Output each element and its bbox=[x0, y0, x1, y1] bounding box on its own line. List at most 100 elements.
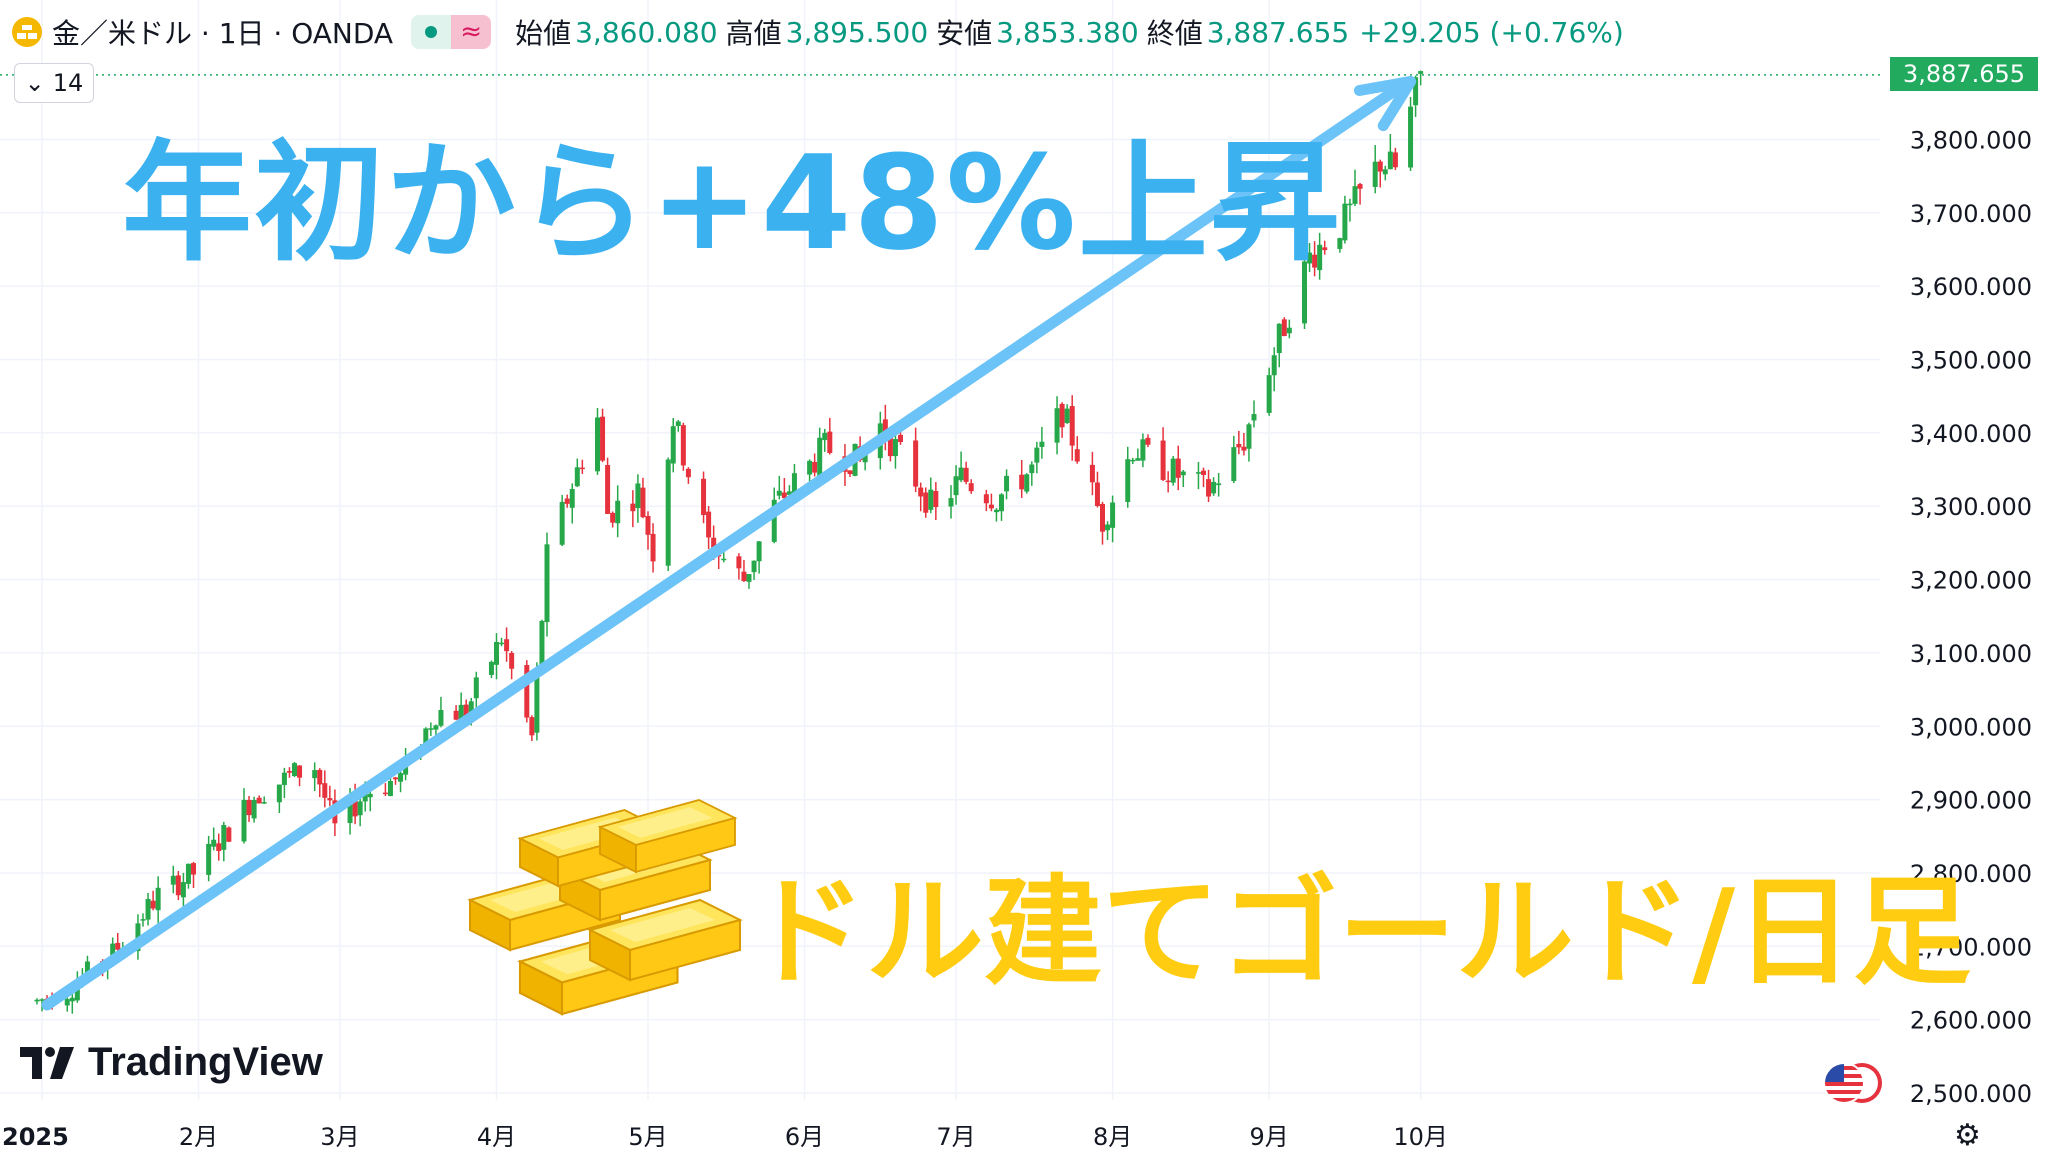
candle-body bbox=[276, 784, 282, 803]
candle-body bbox=[665, 459, 671, 566]
y-tick-label: 3,500.000 bbox=[1910, 347, 2032, 375]
candle-body bbox=[756, 541, 762, 562]
candle-body bbox=[1195, 472, 1201, 474]
candle-body bbox=[579, 467, 585, 470]
candle-body bbox=[226, 827, 232, 842]
candle-body bbox=[892, 439, 898, 457]
candle-body bbox=[1246, 424, 1252, 449]
high-label: 高値 bbox=[725, 17, 782, 50]
gold-bar bbox=[597, 799, 738, 874]
candle-body bbox=[1180, 471, 1186, 476]
candle-body bbox=[211, 839, 217, 847]
y-tick-label: 2,800.000 bbox=[1910, 860, 2032, 888]
candle-body bbox=[347, 796, 353, 823]
candle-body bbox=[569, 488, 575, 508]
y-tick-label: 3,600.000 bbox=[1910, 273, 2032, 301]
candle-body bbox=[847, 470, 853, 475]
candle-body bbox=[185, 863, 191, 884]
price-axis[interactable]: 2,500.000 2,600.000 2,700.000 2,800.000 2,90… bbox=[1910, 126, 2032, 1108]
candle-body bbox=[898, 434, 903, 443]
candle-body bbox=[1251, 414, 1257, 421]
candle-body bbox=[438, 710, 444, 726]
candle-body bbox=[246, 799, 252, 816]
candle-body bbox=[918, 487, 924, 497]
indicator-toggle-button[interactable]: ⌄ 14 bbox=[14, 63, 94, 103]
candle-body bbox=[322, 783, 328, 798]
candle-body bbox=[64, 999, 70, 1006]
x-tick-label: 10月 bbox=[1393, 1123, 1448, 1151]
y-tick-label: 2,600.000 bbox=[1910, 1007, 2032, 1035]
candle-body bbox=[1034, 447, 1040, 463]
candle-body bbox=[887, 437, 893, 457]
y-tick-label: 3,700.000 bbox=[1910, 200, 2032, 228]
candle-body bbox=[701, 478, 707, 516]
grid-lines bbox=[0, 0, 1880, 1100]
candle-body bbox=[488, 661, 494, 675]
candle-body bbox=[746, 574, 752, 582]
candle-body bbox=[685, 468, 691, 478]
candle-body bbox=[1377, 161, 1383, 172]
gold-bar bbox=[587, 898, 743, 982]
candle-body bbox=[640, 487, 646, 518]
candle-body bbox=[241, 799, 247, 842]
tradingview-logo[interactable]: TradingView bbox=[20, 1040, 323, 1085]
candle-body bbox=[357, 801, 363, 816]
data-source-icon[interactable]: ≈ bbox=[451, 15, 492, 49]
candle-body bbox=[286, 770, 292, 773]
candle-body bbox=[595, 417, 600, 472]
candle-body bbox=[680, 425, 686, 466]
candle-body bbox=[1059, 403, 1065, 428]
x-tick-label: 2月 bbox=[179, 1123, 218, 1151]
chevron-down-icon: ⌄ bbox=[24, 69, 45, 97]
candle-body bbox=[1266, 375, 1272, 413]
y-tick-label: 3,800.000 bbox=[1910, 126, 2032, 154]
change-value: +29.205 (+0.76%) bbox=[1359, 15, 1624, 49]
candle-body bbox=[256, 797, 262, 804]
close-value: 3,887.655 bbox=[1206, 15, 1350, 49]
candle-body bbox=[539, 620, 545, 670]
symbol-title[interactable]: 金／米ドル · 1日 · OANDA bbox=[52, 17, 394, 50]
indicator-count: 14 bbox=[52, 69, 84, 97]
candle-body bbox=[675, 421, 681, 426]
candle-body bbox=[1392, 152, 1398, 168]
candle-body bbox=[110, 943, 116, 964]
candle-body bbox=[983, 494, 989, 504]
candle-body bbox=[1069, 406, 1075, 446]
y-tick-label: 3,000.000 bbox=[1910, 713, 2032, 741]
candle-body bbox=[206, 843, 212, 875]
candle-body bbox=[610, 512, 616, 523]
candle-body bbox=[393, 777, 398, 780]
candle-body bbox=[1302, 261, 1307, 324]
candle-body bbox=[39, 999, 45, 1001]
candle-body bbox=[1170, 458, 1176, 483]
candle-body bbox=[1352, 186, 1358, 204]
settings-gear-icon[interactable]: ⚙ bbox=[1954, 1118, 1981, 1153]
candle-body bbox=[261, 802, 267, 804]
candle-body bbox=[670, 426, 676, 464]
candle-body bbox=[564, 498, 570, 504]
headline-annotation: 年初から+48%上昇 bbox=[122, 127, 1343, 279]
x-tick-label: 3月 bbox=[320, 1123, 359, 1151]
candle-body bbox=[1145, 437, 1151, 445]
candle-body bbox=[948, 498, 954, 507]
candle-body bbox=[862, 453, 868, 463]
candle-body bbox=[923, 492, 929, 513]
candle-body bbox=[1413, 77, 1419, 106]
candle-body bbox=[504, 639, 510, 652]
candle-body bbox=[1029, 464, 1035, 474]
candle-body bbox=[191, 863, 196, 875]
candle-body bbox=[1125, 459, 1131, 503]
time-axis[interactable]: 2025 2月 3月 4月 5月 6月 7月 8月 9月 10月 bbox=[2, 1123, 1448, 1151]
candle-body bbox=[1201, 470, 1206, 475]
us-flag-icon[interactable] bbox=[1822, 1060, 1886, 1106]
market-status-icon[interactable] bbox=[411, 15, 452, 49]
candle-body bbox=[807, 460, 813, 475]
candle-body bbox=[882, 419, 888, 440]
candle-body bbox=[1231, 447, 1237, 482]
candle-body bbox=[600, 416, 606, 461]
candle-body bbox=[34, 999, 40, 1002]
candle-body bbox=[933, 491, 939, 508]
y-tick-label: 3,400.000 bbox=[1910, 420, 2032, 448]
candle-body bbox=[473, 677, 479, 699]
